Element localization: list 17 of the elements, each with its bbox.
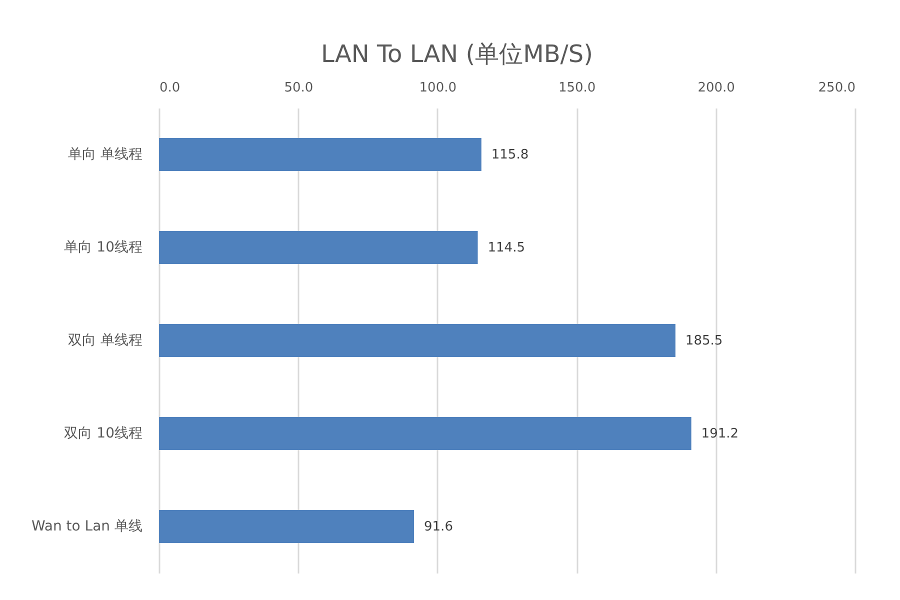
chart-title: LAN To LAN (单位MB/S) bbox=[321, 40, 593, 68]
data-label: 191.2 bbox=[701, 426, 739, 442]
y-tick-label: 单向 10线程 bbox=[64, 240, 142, 256]
data-label: 114.5 bbox=[488, 240, 525, 256]
data-label: 185.5 bbox=[685, 334, 723, 348]
y-tick-label: 双向 单线程 bbox=[68, 332, 142, 348]
x-tick-label: 50.0 bbox=[284, 80, 314, 96]
data-label: 91.6 bbox=[424, 520, 453, 534]
y-tick-label: 单向 单线程 bbox=[68, 146, 142, 162]
x-tick-label: 100.0 bbox=[419, 80, 457, 96]
data-label: 115.8 bbox=[491, 148, 529, 162]
x-tick-label: 150.0 bbox=[558, 80, 596, 96]
y-tick-label: Wan to Lan 单线 bbox=[31, 518, 142, 534]
x-tick-label: 0.0 bbox=[160, 80, 180, 96]
y-tick-label: 双向 10线程 bbox=[64, 426, 142, 442]
x-tick-label: 200.0 bbox=[698, 80, 735, 96]
x-tick-label: 250.0 bbox=[818, 80, 856, 96]
